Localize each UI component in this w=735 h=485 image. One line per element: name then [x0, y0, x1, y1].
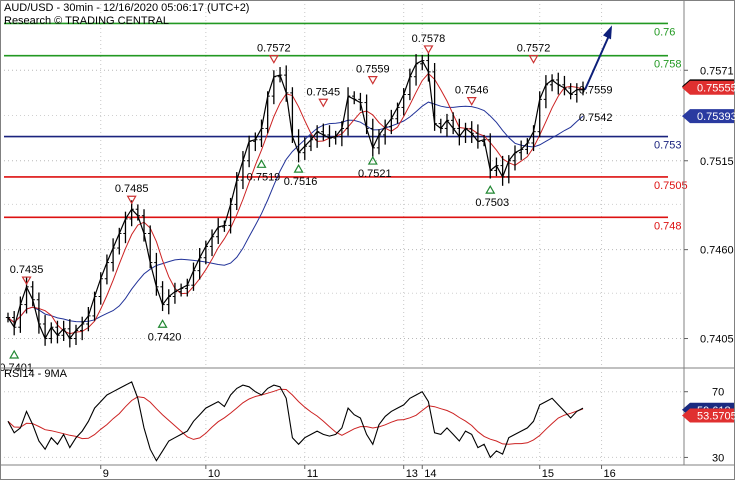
price-tick-label: 0.7460 [700, 245, 734, 257]
price-tick-label: 0.7405 [700, 334, 734, 346]
swing-high-marker [367, 76, 378, 85]
x-tick-label: 14 [424, 468, 436, 480]
swing-low-marker [256, 159, 267, 168]
x-tick-label: 15 [542, 468, 554, 480]
swing-high-marker [466, 97, 477, 106]
rsi-line [7, 381, 584, 462]
ma-fast-line [7, 72, 584, 335]
swing-low-marker [157, 319, 168, 328]
price-note-label: 0.7542 [579, 112, 613, 124]
swing-high-label: 0.7572 [517, 43, 551, 55]
swing-high-marker [21, 276, 32, 286]
swing-low-marker [9, 349, 20, 359]
swing-low-label: 0.7503 [475, 197, 509, 209]
rsi-ma-value-label: 53.5705 [697, 410, 735, 422]
swing-low-label: 0.7519 [247, 171, 281, 183]
x-tick-label: 9 [103, 468, 109, 480]
level-label: 0.748 [654, 220, 682, 232]
swing-high-label: 0.7572 [257, 43, 291, 55]
ma-slow-value-label: 0.75393 [697, 111, 735, 123]
swing-low-label: 0.7420 [148, 331, 182, 343]
level-label: 0.7505 [654, 180, 688, 192]
ma-fast-value-box [682, 80, 734, 95]
level-label: 0.753 [654, 140, 682, 152]
rsi-tick-label: 30 [712, 452, 724, 464]
ma-slow-value-box [682, 109, 734, 124]
price-line [7, 59, 583, 340]
x-tick-label: 11 [307, 468, 318, 480]
swing-low-label: 0.7516 [284, 176, 318, 188]
rsi-title: RSI14 - 9MA [4, 368, 67, 380]
x-tick-label: 10 [208, 468, 220, 480]
swing-low-marker [367, 155, 378, 165]
swing-low-marker [293, 163, 304, 173]
forecast-arrow-head [603, 25, 612, 40]
level-label: 0.76 [654, 26, 675, 38]
price-plot-area: 0.760.7580.7530.75050.7480.74350.74010.7… [0, 4, 688, 374]
rsi-ma-value-box [682, 408, 734, 423]
price-tick-label: 0.7515 [700, 156, 734, 168]
swing-high-label: 0.7559 [356, 64, 390, 76]
swing-high-marker [528, 55, 539, 64]
swing-high-marker [423, 45, 434, 55]
rsi-tick-label: 70 [712, 387, 724, 399]
swing-low-marker [485, 184, 496, 194]
x-tick-label: 13 [406, 468, 418, 480]
rsi-ma-line [7, 388, 584, 445]
chart-title: AUD/USD - 30min - 12/16/2020 05:06:17 (U… [4, 2, 250, 14]
x-tick-label: 16 [604, 468, 616, 480]
price-tick-label: 0.7571 [700, 65, 734, 77]
swing-low-label: 0.7521 [358, 168, 392, 180]
swing-high-label: 0.7545 [306, 86, 340, 98]
forecast-arrow-shaft [584, 32, 611, 91]
research-credit: Research © TRADING CENTRAL [4, 15, 169, 27]
swing-high-marker [126, 195, 137, 205]
price-note-label: 0.7559 [579, 85, 613, 97]
ma-fast-value-label: 0.75555 [697, 83, 735, 95]
swing-high-marker [318, 98, 329, 108]
swing-high-label: 0.7485 [115, 183, 149, 195]
swing-high-label: 0.7546 [455, 85, 489, 97]
swing-high-label: 0.7578 [412, 33, 446, 45]
level-label: 0.758 [654, 59, 682, 71]
ma-slow-line [7, 101, 584, 324]
swing-high-label: 0.7435 [10, 264, 44, 276]
swing-high-marker [268, 55, 279, 64]
rsi-plot-area [4, 372, 684, 464]
